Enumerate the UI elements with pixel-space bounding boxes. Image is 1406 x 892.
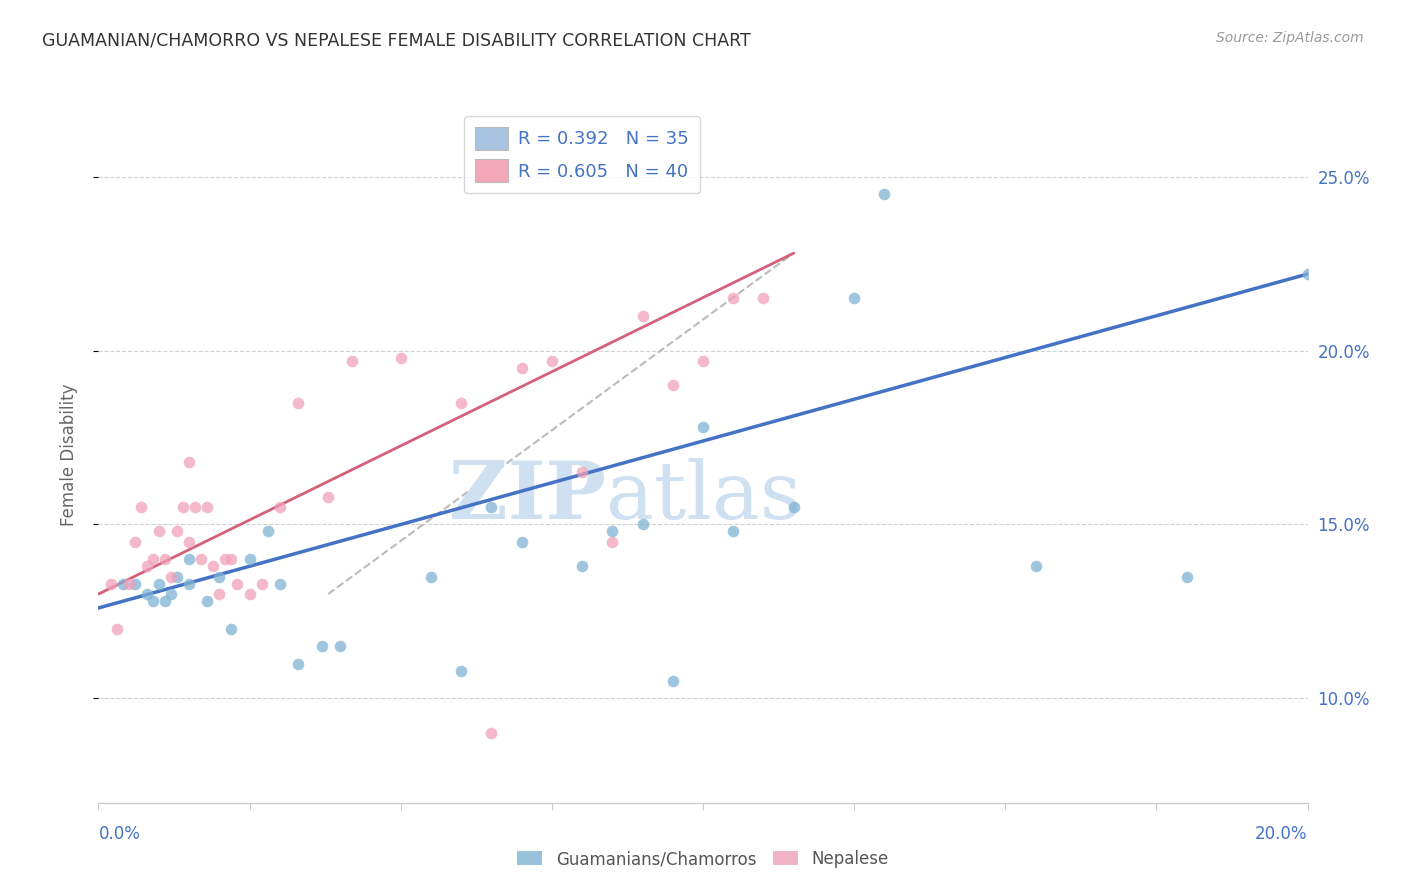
Point bbox=[269, 576, 291, 591]
Point bbox=[723, 524, 745, 539]
Point bbox=[124, 535, 146, 549]
Point bbox=[184, 500, 207, 514]
Point bbox=[160, 587, 183, 601]
Point bbox=[148, 576, 170, 591]
Point bbox=[208, 570, 231, 584]
Point bbox=[329, 639, 352, 653]
Point bbox=[166, 524, 188, 539]
Point bbox=[631, 517, 654, 532]
Y-axis label: Female Disability: Female Disability bbox=[59, 384, 77, 526]
Point bbox=[142, 552, 165, 566]
Point bbox=[111, 576, 134, 591]
Point bbox=[135, 587, 157, 601]
Point bbox=[179, 552, 201, 566]
Point bbox=[631, 309, 654, 323]
Point bbox=[571, 466, 593, 480]
Point bbox=[510, 535, 533, 549]
Point bbox=[105, 622, 128, 636]
Point bbox=[602, 524, 624, 539]
Point bbox=[269, 500, 291, 514]
Point bbox=[287, 396, 309, 410]
Point bbox=[214, 552, 236, 566]
Point bbox=[662, 674, 685, 689]
Point bbox=[239, 552, 262, 566]
Point bbox=[124, 576, 146, 591]
Text: 20.0%: 20.0% bbox=[1256, 825, 1308, 843]
Point bbox=[662, 378, 685, 392]
Point bbox=[153, 594, 176, 608]
Point bbox=[250, 576, 273, 591]
Point bbox=[179, 455, 201, 469]
Text: 0.0%: 0.0% bbox=[98, 825, 141, 843]
Point bbox=[179, 576, 201, 591]
Point bbox=[100, 576, 122, 591]
Point bbox=[692, 354, 714, 368]
Point bbox=[195, 500, 218, 514]
Legend: Guamanians/Chamorros, Nepalese: Guamanians/Chamorros, Nepalese bbox=[510, 844, 896, 875]
Point bbox=[389, 351, 412, 365]
Point bbox=[142, 594, 165, 608]
Text: Source: ZipAtlas.com: Source: ZipAtlas.com bbox=[1216, 31, 1364, 45]
Point bbox=[311, 639, 333, 653]
Point bbox=[602, 535, 624, 549]
Point bbox=[481, 500, 503, 514]
Point bbox=[510, 360, 533, 375]
Legend: R = 0.392   N = 35, R = 0.605   N = 40: R = 0.392 N = 35, R = 0.605 N = 40 bbox=[464, 116, 700, 194]
Point bbox=[118, 576, 141, 591]
Point bbox=[571, 559, 593, 574]
Point bbox=[166, 570, 188, 584]
Point bbox=[172, 500, 194, 514]
Point bbox=[179, 535, 201, 549]
Point bbox=[1024, 559, 1046, 574]
Point bbox=[783, 500, 806, 514]
Text: GUAMANIAN/CHAMORRO VS NEPALESE FEMALE DISABILITY CORRELATION CHART: GUAMANIAN/CHAMORRO VS NEPALESE FEMALE DI… bbox=[42, 31, 751, 49]
Point bbox=[256, 524, 278, 539]
Point bbox=[239, 587, 262, 601]
Point bbox=[160, 570, 183, 584]
Point bbox=[450, 664, 472, 678]
Point bbox=[208, 587, 231, 601]
Text: atlas: atlas bbox=[606, 458, 801, 536]
Point bbox=[287, 657, 309, 671]
Point bbox=[692, 420, 714, 434]
Point bbox=[1296, 267, 1319, 281]
Point bbox=[221, 622, 243, 636]
Point bbox=[420, 570, 443, 584]
Text: ZIP: ZIP bbox=[450, 458, 606, 536]
Point bbox=[752, 291, 775, 305]
Point bbox=[873, 187, 896, 202]
Point bbox=[153, 552, 176, 566]
Point bbox=[540, 354, 562, 368]
Point bbox=[129, 500, 152, 514]
Point bbox=[202, 559, 225, 574]
Point bbox=[148, 524, 170, 539]
Point bbox=[481, 726, 503, 740]
Point bbox=[316, 490, 339, 504]
Point bbox=[135, 559, 157, 574]
Point bbox=[450, 396, 472, 410]
Point bbox=[1175, 570, 1198, 584]
Point bbox=[226, 576, 249, 591]
Point bbox=[844, 291, 866, 305]
Point bbox=[342, 354, 364, 368]
Point bbox=[190, 552, 212, 566]
Point bbox=[221, 552, 243, 566]
Point bbox=[723, 291, 745, 305]
Point bbox=[195, 594, 218, 608]
